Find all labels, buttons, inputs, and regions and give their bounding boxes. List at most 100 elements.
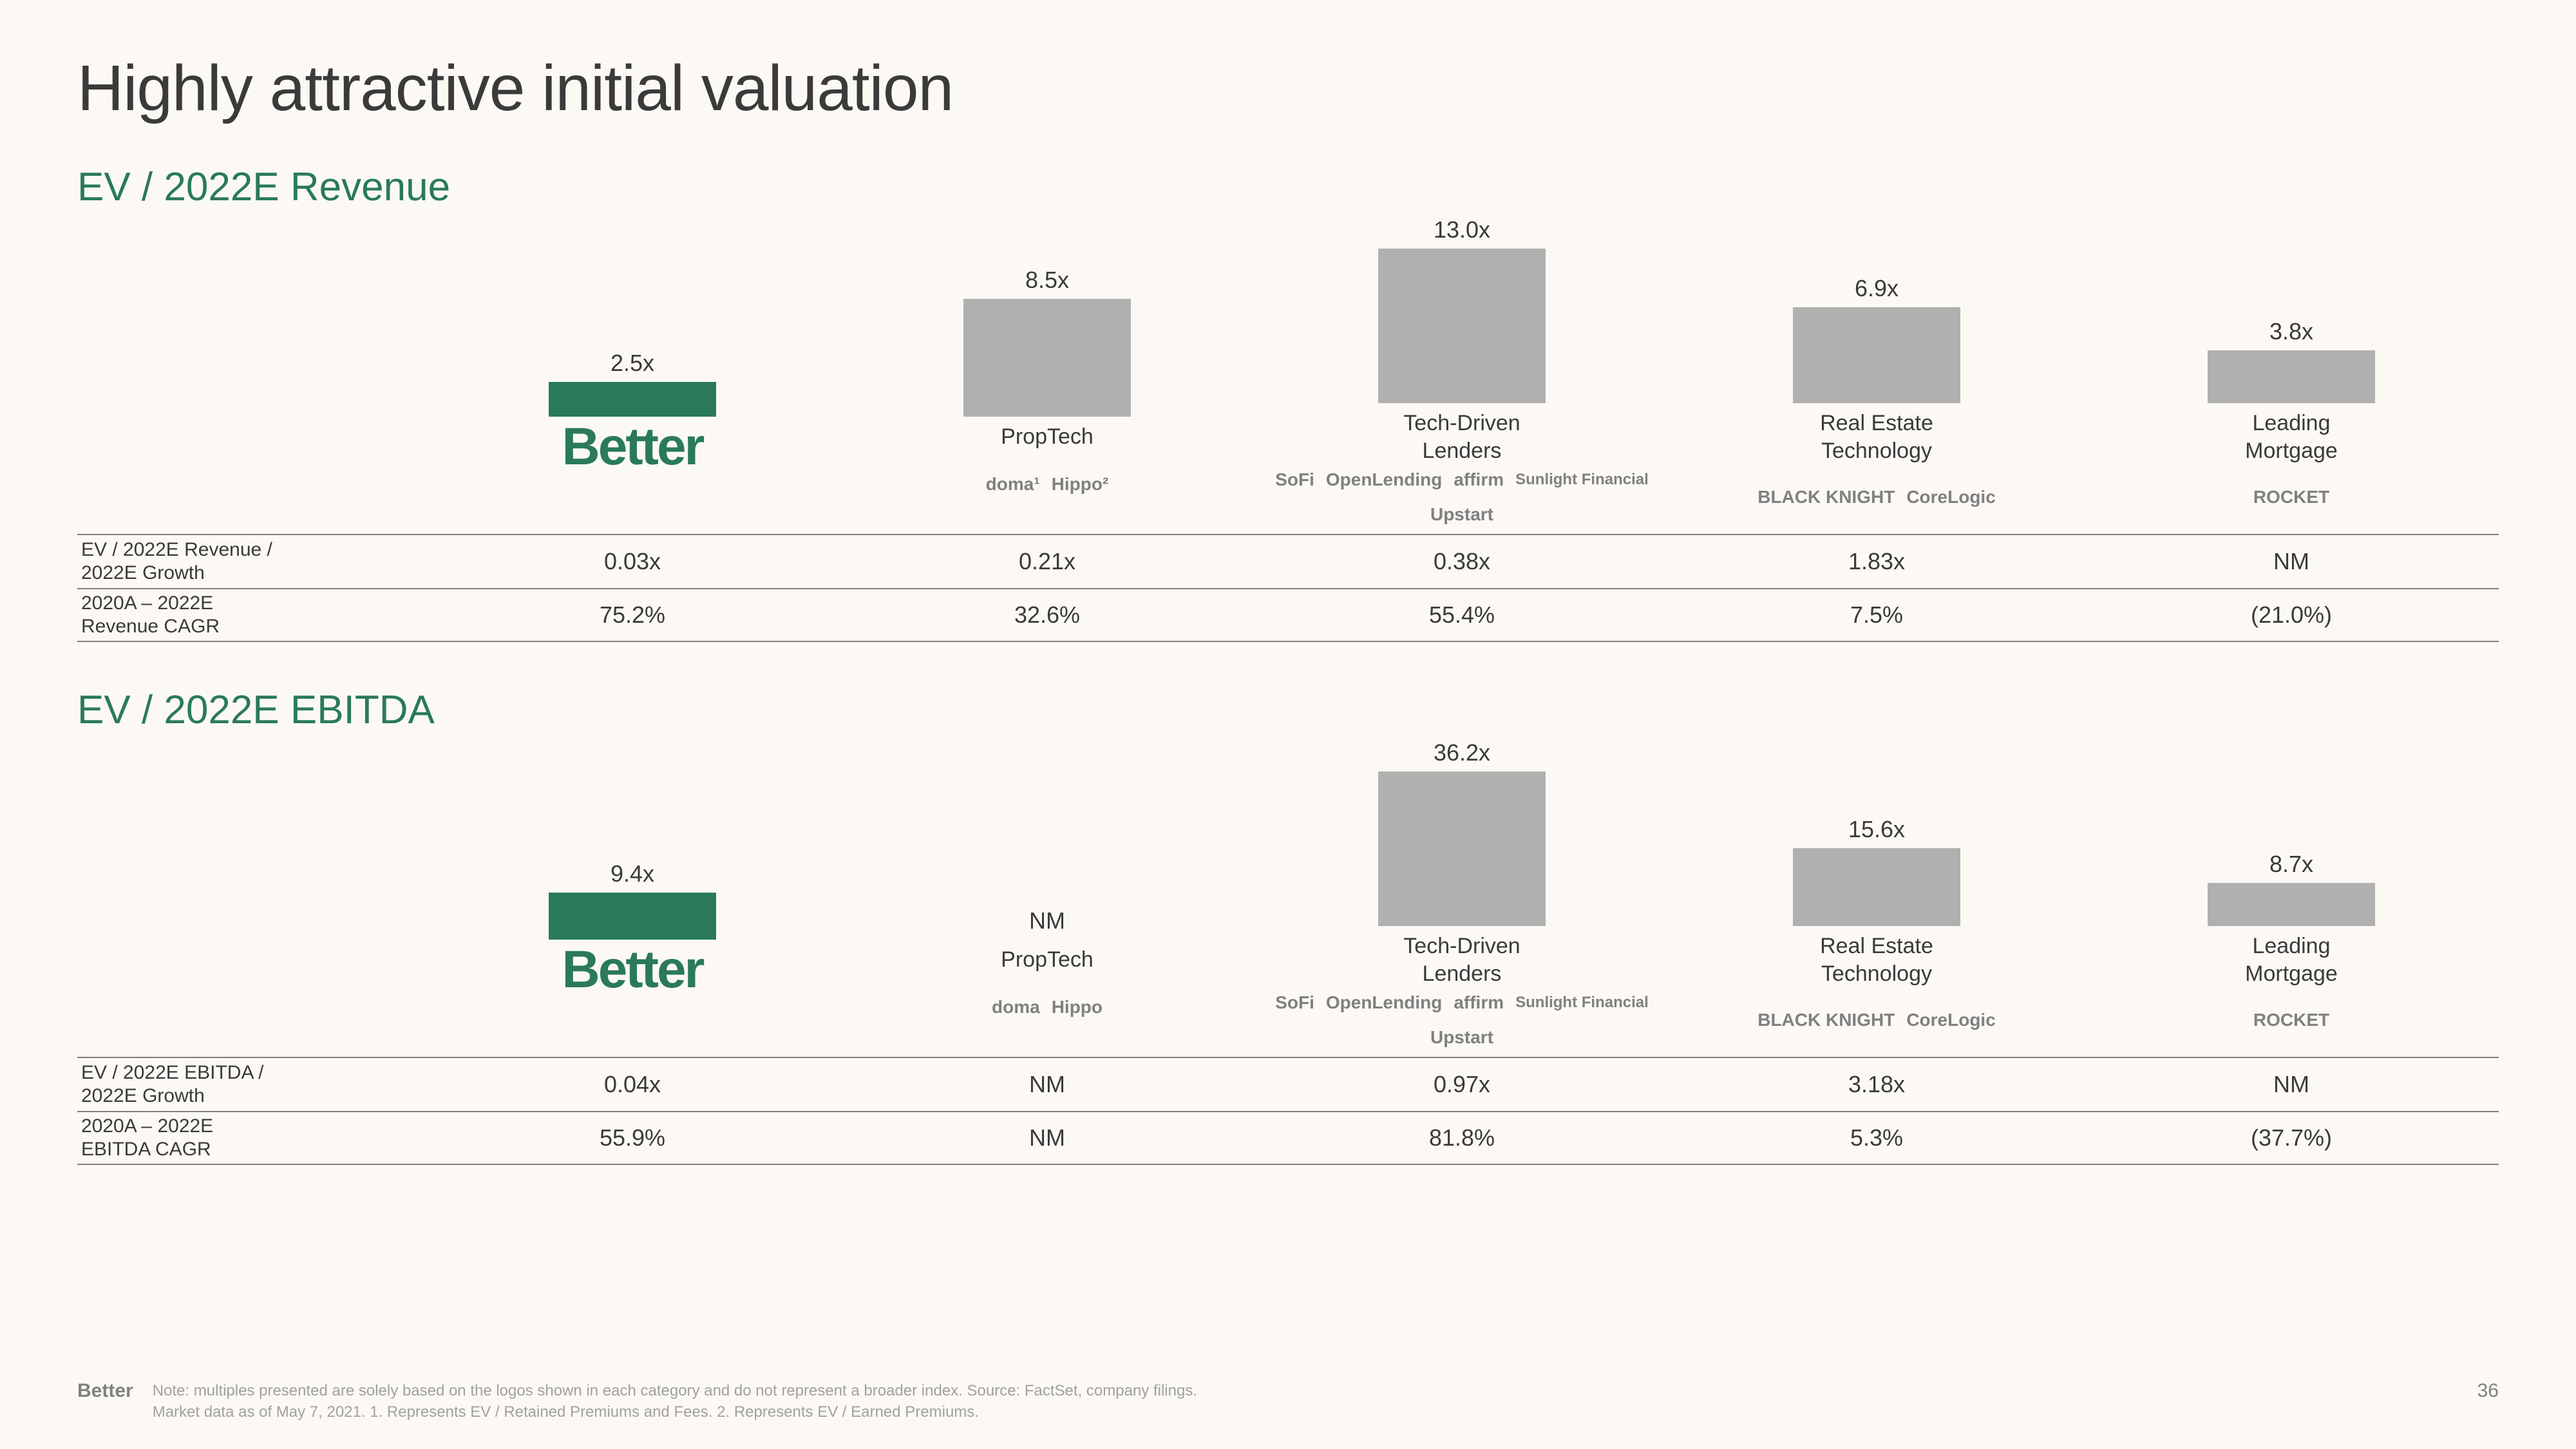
- bar: [1793, 307, 1960, 403]
- bar-value-label: 8.5x: [1025, 267, 1069, 294]
- bar: [1378, 249, 1546, 403]
- section-revenue: EV / 2022E Revenue 2.5x Better 8.5x PropTech…: [77, 164, 2499, 642]
- category-label: Real EstateTechnology: [1820, 933, 1933, 987]
- table-cell: 0.97x: [1255, 1071, 1669, 1098]
- bar: [2208, 883, 2375, 926]
- table-cell: 1.83x: [1669, 548, 2084, 575]
- category-label: LeadingMortgage: [2245, 933, 2338, 987]
- bar-col-1: NM PropTech doma Hippo: [840, 753, 1255, 1049]
- table-cell: 0.21x: [840, 548, 1255, 575]
- table-cell: 81.8%: [1255, 1124, 1669, 1151]
- table-cell: 0.03x: [425, 548, 840, 575]
- peer-logo: Upstart: [1430, 1027, 1493, 1048]
- bar-value-label: 36.2x: [1434, 739, 1490, 766]
- table-cell: 55.4%: [1255, 601, 1669, 629]
- bar-col-3: 15.6x Real EstateTechnologyBLACK KNIGHTCo…: [1669, 739, 2084, 1049]
- bar-col-4: 8.7x LeadingMortgage ROCKET: [2084, 739, 2499, 1049]
- table-cell: 32.6%: [840, 601, 1255, 629]
- peer-logo: CoreLogic: [1906, 1010, 1995, 1030]
- bar-value-label: NM: [1029, 907, 1065, 934]
- bar-value-label: 3.8x: [2269, 318, 2313, 345]
- bar-value-label: 9.4x: [611, 860, 654, 887]
- logo-row: ROCKET: [2247, 468, 2336, 526]
- footer-note-line1: Note: multiples presented are solely bas…: [153, 1380, 2477, 1402]
- peer-logo: Upstart: [1430, 504, 1493, 525]
- logo-row: doma¹ Hippo²: [980, 455, 1115, 513]
- category-label: LeadingMortgage: [2245, 410, 2338, 464]
- table-cell: 0.38x: [1255, 548, 1669, 575]
- metrics-table-revenue: EV / 2022E Revenue /2022E Growth0.03x0.2…: [77, 534, 2499, 642]
- logo-row: SoFiOpenLendingaffirmSunlight FinancialU…: [1255, 468, 1669, 526]
- bar-col-0: 2.5x Better: [425, 230, 840, 526]
- section-ebitda: EV / 2022E EBITDA9.4xBetterNMPropTechdom…: [77, 687, 2499, 1165]
- peer-logo: Hippo²: [1052, 474, 1109, 495]
- table-cell: NM: [2084, 548, 2499, 575]
- bar-value-label: 15.6x: [1848, 816, 1905, 843]
- page-title: Highly attractive initial valuation: [77, 52, 2499, 126]
- peer-logo: Sunlight Financial: [1515, 994, 1649, 1012]
- table-cell: NM: [840, 1071, 1255, 1098]
- peer-logo: CoreLogic: [1906, 487, 1995, 507]
- peer-logo: Sunlight Financial: [1515, 471, 1649, 489]
- peer-logo: ROCKET: [2253, 487, 2329, 507]
- footer-logo: Better: [77, 1380, 133, 1402]
- bar: [2208, 350, 2375, 403]
- bar: [549, 893, 716, 940]
- table-cell: 75.2%: [425, 601, 840, 629]
- bar-col-3: 6.9x Real EstateTechnology BLACK KNIGHT Cor…: [1669, 216, 2084, 526]
- peer-logo: doma: [992, 997, 1040, 1018]
- page-number: 36: [2477, 1380, 2499, 1402]
- table-row: 2020A – 2022ERevenue CAGR75.2%32.6%55.4%…: [77, 588, 2499, 642]
- row-label: EV / 2022E EBITDA /2022E Growth: [77, 1061, 425, 1108]
- table-cell: (21.0%): [2084, 601, 2499, 629]
- peer-logo: ROCKET: [2253, 1010, 2329, 1030]
- section-title-ebitda: EV / 2022E EBITDA: [77, 687, 2499, 733]
- row-label: EV / 2022E Revenue /2022E Growth: [77, 538, 425, 585]
- bar: [1793, 848, 1960, 926]
- table-row: 2020A – 2022EEBITDA CAGR55.9%NM81.8%5.3%…: [77, 1111, 2499, 1165]
- category-label: PropTech: [1001, 946, 1094, 974]
- peer-logo: affirm: [1454, 469, 1504, 490]
- bar-value-label: 6.9x: [1855, 275, 1899, 302]
- section-title-revenue: EV / 2022E Revenue: [77, 164, 2499, 210]
- table-cell: 55.9%: [425, 1124, 840, 1151]
- bar-col-0: 9.4xBetter: [425, 753, 840, 1049]
- logo-row: BLACK KNIGHTCoreLogic: [1751, 991, 2002, 1049]
- row-label: 2020A – 2022EEBITDA CAGR: [77, 1115, 425, 1161]
- table-cell: 7.5%: [1669, 601, 2084, 629]
- table-cell: 5.3%: [1669, 1124, 2084, 1151]
- footer-note-line2: Market data as of May 7, 2021. 1. Repres…: [153, 1401, 2477, 1423]
- category-label: PropTech: [1001, 423, 1094, 451]
- logo-row: ROCKET: [2247, 991, 2336, 1049]
- footer-note: Note: multiples presented are solely bas…: [153, 1380, 2477, 1423]
- row-label: 2020A – 2022ERevenue CAGR: [77, 592, 425, 638]
- category-label: Tech-DrivenLenders: [1403, 410, 1520, 464]
- peer-logo: SoFi: [1275, 992, 1314, 1013]
- bar: [963, 299, 1131, 417]
- peer-logo: doma¹: [986, 474, 1040, 495]
- bar-col-1: 8.5x PropTech doma¹ Hippo²: [840, 230, 1255, 526]
- peer-logo: SoFi: [1275, 469, 1314, 490]
- footer: Better Note: multiples presented are sol…: [77, 1380, 2499, 1423]
- logo-row: SoFi OpenLending affirm Sunlight Financial U…: [1255, 991, 1669, 1049]
- table-cell: NM: [2084, 1071, 2499, 1098]
- logo-row: BLACK KNIGHT CoreLogic: [1751, 468, 2002, 526]
- better-logo: Better: [562, 417, 703, 477]
- bar-chart-ebitda: 9.4xBetterNMPropTechdomaHippo36.2xTech-D…: [77, 739, 2499, 1049]
- category-label: Real EstateTechnology: [1820, 410, 1933, 464]
- peer-logo: Hippo: [1052, 997, 1103, 1018]
- bar-value-label: 8.7x: [2269, 851, 2313, 878]
- bar: [1378, 772, 1546, 926]
- bar-col-2: 13.0xTech-DrivenLendersSoFiOpenLendingaf…: [1255, 216, 1669, 526]
- peer-logo: BLACK KNIGHT: [1757, 487, 1895, 507]
- bar: [549, 382, 716, 417]
- table-cell: NM: [840, 1124, 1255, 1151]
- bar-col-2: 36.2xTech-DrivenLendersSoFiOpenLendingaf…: [1255, 739, 1669, 1049]
- bar-col-4: 3.8x LeadingMortgage ROCKET: [2084, 216, 2499, 526]
- metrics-table-ebitda: EV / 2022E EBITDA /2022E Growth0.04xNM0.…: [77, 1057, 2499, 1165]
- peer-logo: OpenLending: [1326, 992, 1442, 1013]
- bar-value-label: 2.5x: [611, 350, 654, 377]
- peer-logo: affirm: [1454, 992, 1504, 1013]
- table-cell: 0.04x: [425, 1071, 840, 1098]
- table-cell: 3.18x: [1669, 1071, 2084, 1098]
